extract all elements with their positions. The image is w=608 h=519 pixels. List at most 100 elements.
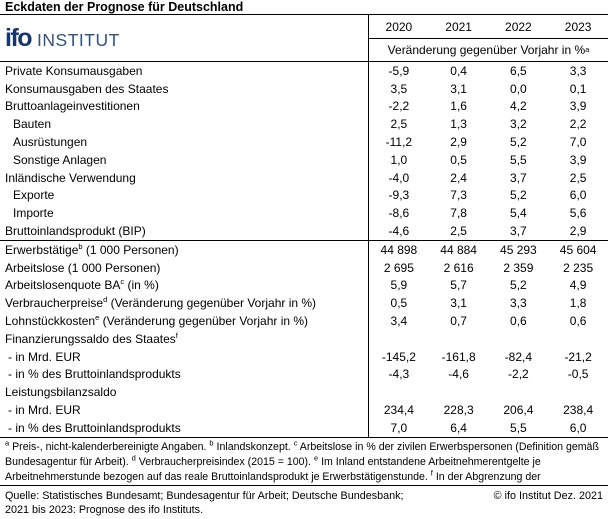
value-cell: -4,6	[388, 224, 410, 239]
value-cell: 2,9	[569, 224, 587, 239]
value-cell: 1,6	[450, 99, 467, 114]
value-cell: -2,2	[508, 367, 529, 382]
value-cell: 1,3	[450, 117, 467, 132]
year-label: 2023	[564, 19, 592, 34]
value-cell: 3,9	[569, 152, 587, 167]
row-values: 44 898 44 884 45 293 45 604	[368, 240, 608, 259]
row-values: -8,6 7,8 5,4 5,6	[368, 204, 608, 223]
row-label: Bruttoinlandsprodukt (BIP)	[5, 224, 146, 239]
table-row: Finanzierungssaldo des Staatesf	[0, 329, 608, 348]
row-label: Sonstige Anlagen	[13, 152, 107, 167]
row-label: - in % des Bruttoinlandsprodukts	[8, 367, 181, 382]
table-row: - in % des Bruttoinlandsprodukts 7,0 6,4 5,…	[0, 418, 608, 437]
row-label: Erwerbstätigeb (1 000 Personen)	[5, 242, 179, 257]
value-cell: 5,2	[510, 278, 527, 293]
value-cell: 3,7	[510, 170, 527, 185]
ifo-institut-logo: ifo INSTITUT	[5, 23, 120, 52]
value-cell: 238,4	[563, 403, 594, 418]
table-row: Leistungsbilanzsaldo	[0, 383, 608, 402]
value-cell: 5,9	[390, 278, 408, 293]
copyright-text: © ifo Institut Dez. 2021	[493, 489, 603, 502]
table-row: Arbeitslosenquote BAc (in %) 5,9 5,7 5,2 4,9	[0, 276, 608, 295]
row-values: -4,3 -4,6 -2,2 -0,5	[368, 365, 608, 384]
table-row: Importe -8,6 7,8 5,4 5,6	[0, 204, 608, 223]
value-cell: 44 898	[380, 242, 418, 257]
value-cell: 5,5	[510, 152, 527, 167]
row-label: Arbeitslose (1 000 Personen)	[5, 260, 161, 275]
table-row: Lohnstückkostene (Veränderung gegenüber …	[0, 312, 608, 330]
row-values: 3,5 3,1 0,0 0,1	[368, 79, 608, 98]
value-cell: 0,0	[510, 81, 527, 96]
table-section-expenditure: Private Konsumausgaben -5,9 0,4 6,5 3,3 Konsu…	[0, 62, 608, 241]
value-cell: -9,3	[388, 188, 410, 203]
value-cell: 45 293	[500, 242, 537, 257]
value-cell: 3,3	[510, 296, 527, 311]
row-values: -5,9 0,4 6,5 3,3	[368, 62, 608, 80]
source-text: Quelle: Statistisches Bundesamt; Bundesa…	[5, 489, 404, 502]
row-label: - in Mrd. EUR	[8, 349, 81, 364]
value-cell: 2 616	[443, 260, 474, 275]
value-cell: -8,6	[388, 206, 410, 221]
row-values: -4,6 2,5 3,7 2,9	[368, 222, 608, 240]
value-cell: 2,2	[569, 117, 587, 132]
value-cell: -2,2	[388, 99, 410, 114]
table-row: Arbeitslose (1 000 Personen) 2 695 2 616 2 …	[0, 258, 608, 277]
row-label: Lohnstückkostene (Veränderung gegenüber …	[5, 314, 309, 329]
value-cell: 3,3	[569, 63, 587, 78]
value-cell: 2 695	[383, 260, 414, 275]
row-values: 234,4 228,3 206,4 238,4	[368, 401, 608, 419]
value-cell: 2,4	[450, 170, 467, 185]
value-cell: 45 604	[559, 242, 597, 257]
value-cell: 5,5	[510, 420, 527, 435]
row-label: Private Konsumausgaben	[5, 63, 143, 78]
source-block: Quelle: Statistisches Bundesamt; Bundesa…	[0, 484, 608, 519]
value-cell: 206,4	[503, 403, 534, 418]
value-cell: 0,6	[510, 314, 527, 329]
value-cell: 3,5	[390, 81, 408, 96]
table-row: Bruttoanlageinvestitionen -2,2 1,6 4,2 3,9	[0, 97, 608, 116]
value-cell: 5,2	[510, 188, 527, 203]
value-cell: 0,4	[450, 63, 467, 78]
row-values	[368, 329, 608, 348]
year-label: 2021	[445, 19, 472, 34]
table-row: - in Mrd. EUR -145,2 -161,8 -82,4 -21,2	[0, 347, 608, 366]
value-cell: -5,9	[388, 63, 410, 78]
table-row: Bruttoinlandsprodukt (BIP) -4,6 2,5 3,7 2,9	[0, 222, 608, 240]
years-row: 2020 2021 2022 2023	[369, 15, 608, 39]
row-label: Importe	[13, 206, 54, 221]
row-values: -2,2 1,6 4,2 3,9	[368, 97, 608, 116]
ifo-logo-wordmark: ifo	[5, 23, 33, 52]
logo-cell: ifo INSTITUT	[0, 15, 368, 61]
table-row: Bauten 2,5 1,3 3,2 2,2	[0, 115, 608, 134]
footnotes: a Preis-, nicht-kalenderbereinigte Angab…	[5, 438, 599, 484]
value-cell: -4,3	[388, 367, 410, 382]
value-cell: 2,5	[390, 117, 408, 132]
value-cell: 3,1	[450, 81, 467, 96]
value-cell: 0,1	[569, 81, 587, 96]
table-row: Konsumausgaben des Staates 3,5 3,1 0,0 0,1	[0, 79, 608, 98]
value-cell: 3,2	[510, 117, 527, 132]
row-values: -4,0 2,4 3,7 2,5	[368, 168, 608, 187]
row-values: 0,5 3,1 3,3 1,8	[368, 294, 608, 313]
row-label: Bauten	[13, 117, 52, 132]
value-cell: 7,0	[569, 135, 587, 150]
row-label: Konsumausgaben des Staates	[5, 81, 169, 96]
value-cell: 4,9	[569, 278, 587, 293]
value-cell: 3,1	[450, 296, 467, 311]
row-values: 3,4 0,7 0,6 0,6	[368, 312, 608, 330]
column-header-block: 2020 2021 2022 2023 Veränderung gegenüber V…	[368, 15, 608, 61]
unit-note: Veränderung gegenüber Vorjahr in % a	[387, 43, 590, 57]
table-header: ifo INSTITUT 2020 2021 2022 2023 Veränderun…	[0, 15, 608, 62]
value-cell: 2,9	[450, 135, 467, 150]
value-cell: 0,6	[569, 314, 587, 329]
value-cell: -11,2	[385, 135, 413, 150]
value-cell: 3,7	[510, 224, 527, 239]
value-cell: 7,3	[450, 188, 467, 203]
value-cell: -145,2	[381, 349, 416, 364]
value-cell: 3,9	[569, 99, 587, 114]
table-row: Inländische Verwendung -4,0 2,4 3,7 2,5	[0, 168, 608, 187]
table-row: Exporte -9,3 7,3 5,2 6,0	[0, 186, 608, 205]
value-cell: 44 884	[440, 242, 477, 257]
table-row: Ausrüstungen -11,2 2,9 5,2 7,0	[0, 133, 608, 151]
